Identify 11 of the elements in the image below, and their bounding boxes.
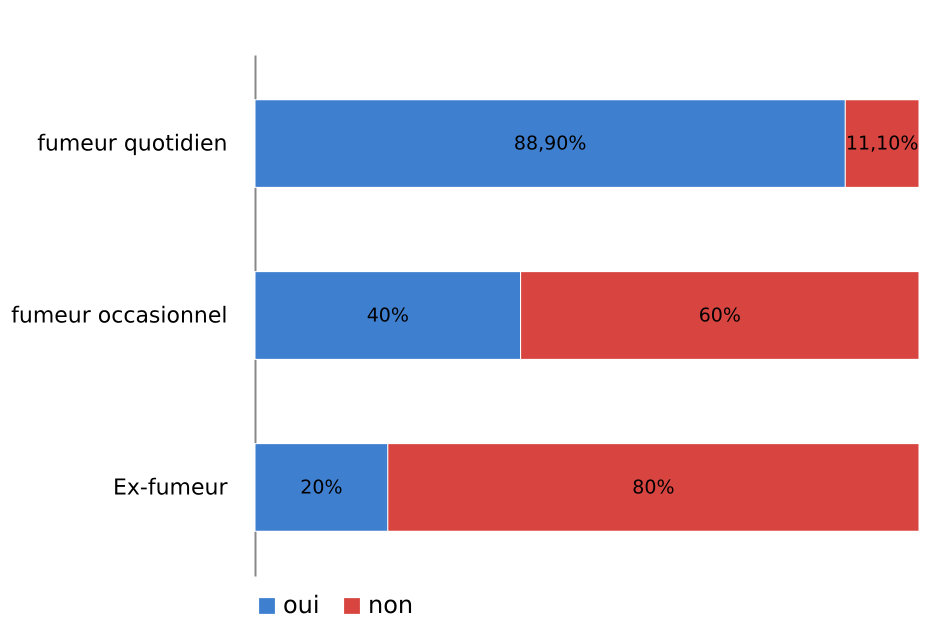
data-label: 11,10%	[846, 132, 918, 155]
y-tick-label: Ex-fumeur	[112, 475, 228, 500]
data-label: 60%	[698, 304, 741, 326]
legend-label: non	[368, 591, 414, 619]
y-tick-label: fumeur quotidien	[37, 132, 228, 157]
legend-label: oui	[283, 591, 320, 619]
data-label: 88,90%	[514, 132, 586, 155]
y-tick-label: fumeur occasionnel	[11, 304, 228, 328]
data-label: 40%	[366, 304, 409, 326]
data-label: 20%	[300, 476, 343, 498]
data-label: 80%	[632, 476, 675, 498]
